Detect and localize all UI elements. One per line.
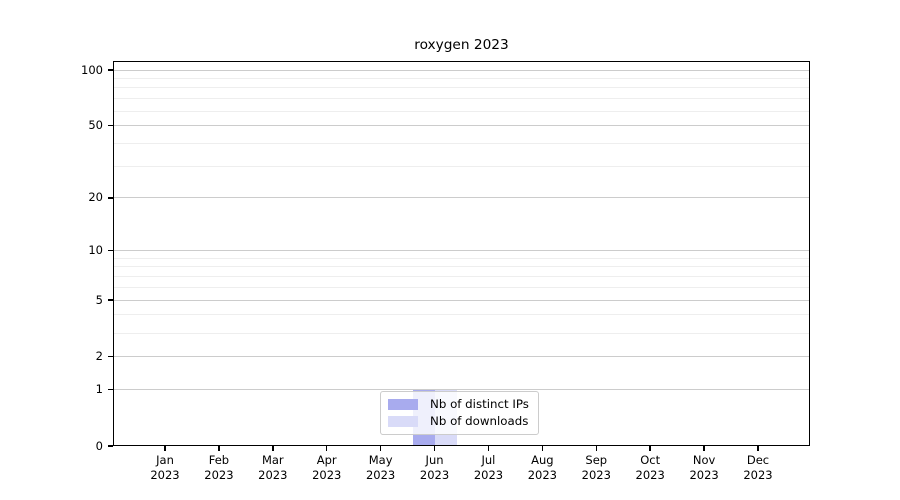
x-tick-label: Jan 2023 — [150, 453, 180, 482]
x-tick — [325, 446, 328, 451]
major-gridline — [113, 69, 810, 71]
x-tick-label: May 2023 — [365, 453, 396, 482]
y-tick-label: 1 — [95, 382, 103, 397]
minor-gridline — [113, 77, 810, 79]
minor-gridline — [113, 165, 810, 167]
y-tick-label: 2 — [95, 348, 103, 363]
x-tick-label: Jun 2023 — [419, 453, 450, 482]
x-tick — [703, 446, 705, 451]
x-tick-label: Aug 2023 — [527, 453, 557, 482]
x-tick-label: Oct 2023 — [635, 453, 665, 482]
y-tick — [108, 249, 113, 252]
x-tick-label: Jul 2023 — [473, 453, 504, 482]
y-tick — [108, 355, 113, 358]
x-tick — [433, 446, 436, 451]
minor-gridline — [113, 332, 810, 334]
minor-gridline — [113, 286, 810, 288]
minor-gridline — [113, 98, 810, 100]
x-tick — [649, 446, 651, 451]
x-tick-label: Dec 2023 — [743, 453, 773, 482]
minor-gridline — [113, 87, 810, 89]
y-tick-label: 5 — [95, 292, 103, 307]
major-gridline — [113, 125, 810, 127]
minor-gridline — [113, 142, 810, 144]
x-tick — [272, 446, 274, 451]
x-tick — [218, 446, 220, 451]
minor-gridline — [113, 276, 810, 278]
x-tick — [595, 446, 598, 451]
legend: Nb of distinct IPs Nb of downloads — [380, 391, 539, 435]
chart-title: roxygen 2023 — [414, 37, 509, 53]
y-tick — [108, 124, 113, 127]
y-tick-label: 100 — [81, 62, 103, 77]
x-tick-label: Sep 2023 — [581, 453, 611, 482]
y-tick — [108, 388, 113, 391]
x-tick — [379, 446, 382, 451]
x-tick-label: Nov 2023 — [689, 453, 719, 482]
minor-gridline — [113, 257, 810, 259]
y-tick — [108, 197, 113, 199]
legend-item: Nb of downloads — [388, 413, 529, 430]
x-tick — [541, 446, 544, 451]
x-tick — [757, 446, 759, 451]
y-tick-label: 50 — [88, 118, 103, 133]
minor-gridline — [113, 110, 810, 112]
y-tick-label: 20 — [88, 190, 103, 205]
y-tick-label: 0 — [95, 438, 103, 453]
minor-gridline — [113, 314, 810, 316]
minor-gridline — [113, 266, 810, 268]
major-gridline — [113, 355, 810, 357]
y-tick — [108, 299, 113, 301]
x-tick-label: Apr 2023 — [312, 453, 342, 482]
x-tick-label: Mar 2023 — [258, 453, 288, 482]
y-tick — [108, 69, 113, 71]
major-gridline — [113, 299, 810, 301]
major-gridline — [113, 197, 810, 199]
major-gridline — [113, 250, 810, 252]
x-tick — [487, 446, 490, 451]
major-gridline — [113, 389, 810, 391]
y-tick — [108, 445, 113, 447]
legend-label-distinct-ips: Nb of distinct IPs — [430, 397, 529, 411]
x-tick-label: Feb 2023 — [204, 453, 234, 482]
downloads-swatch-icon — [388, 416, 418, 427]
distinct-ips-swatch-icon — [388, 399, 418, 410]
x-tick — [164, 446, 166, 451]
y-tick-label: 10 — [88, 243, 103, 258]
plot-area — [113, 61, 810, 446]
legend-label-downloads: Nb of downloads — [430, 414, 529, 428]
legend-item: Nb of distinct IPs — [388, 396, 529, 413]
